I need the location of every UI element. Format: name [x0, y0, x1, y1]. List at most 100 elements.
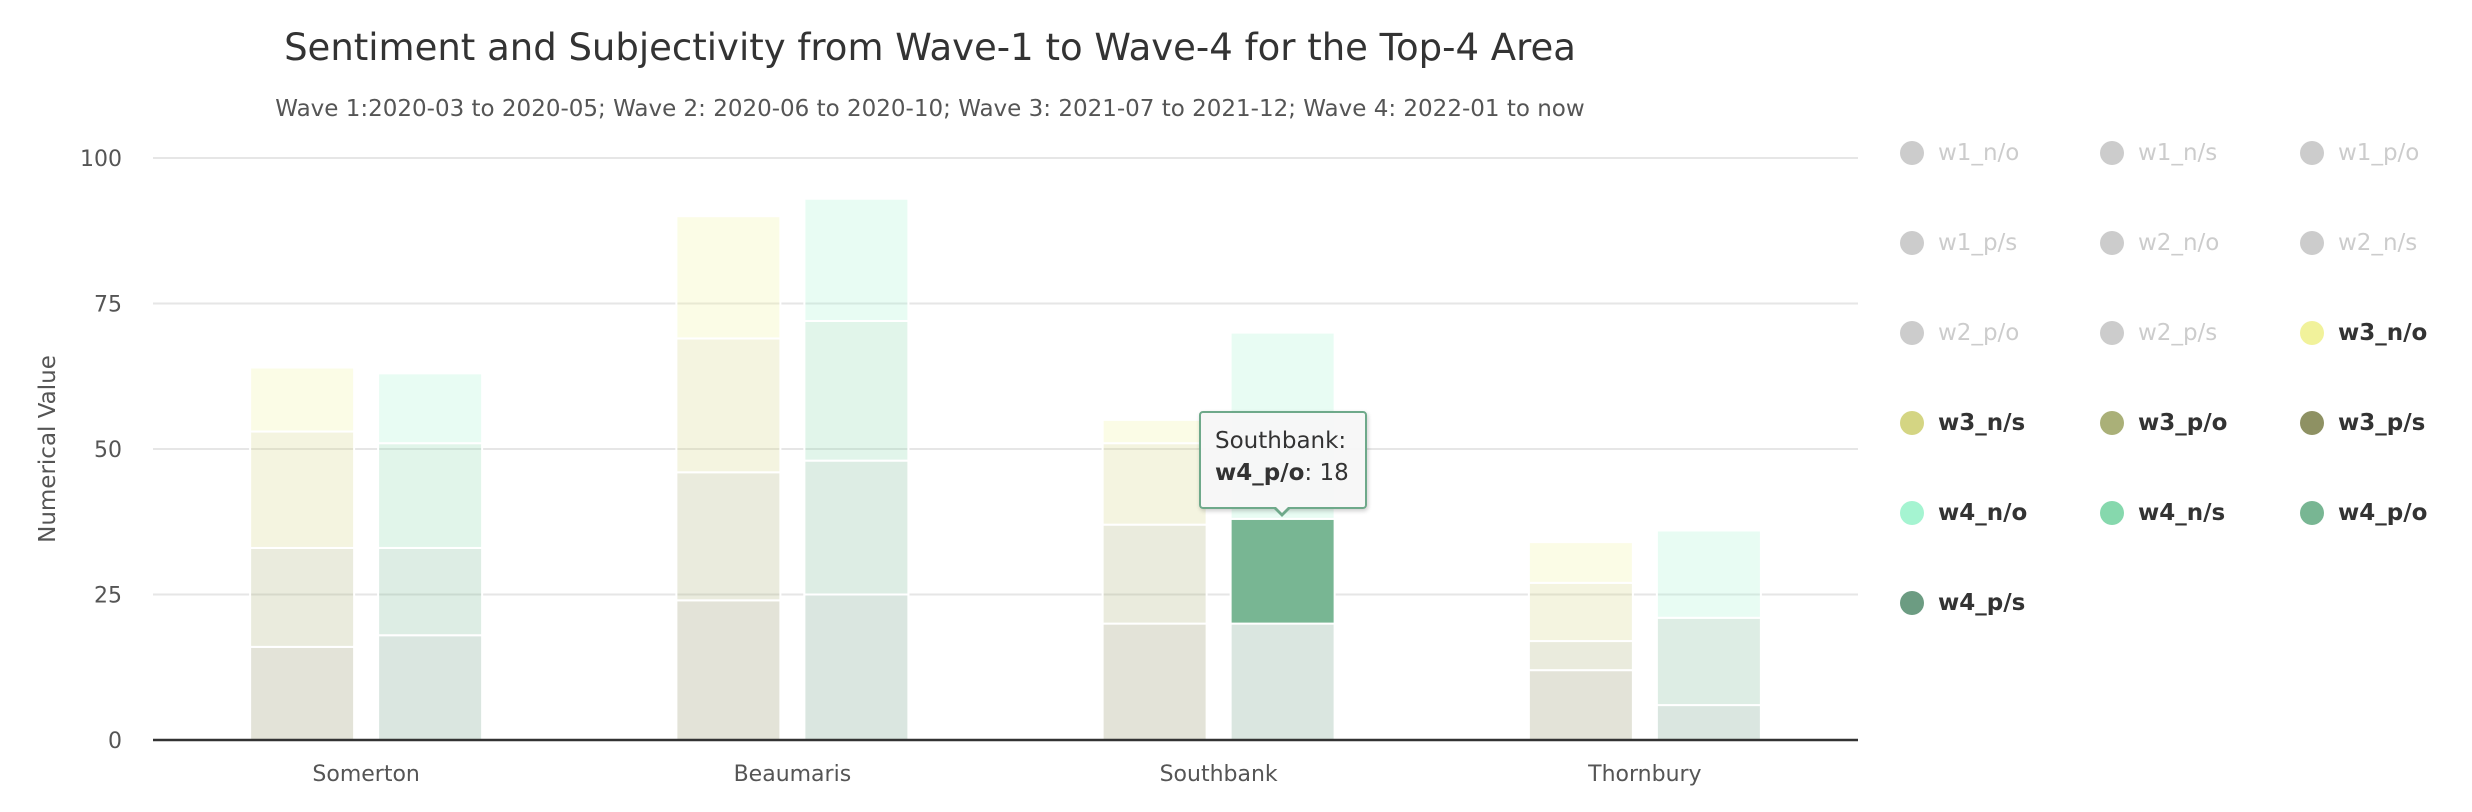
- legend-item[interactable]: w2_n/s: [2300, 230, 2417, 256]
- legend-marker: [1900, 141, 1924, 165]
- tooltip-value: : 18: [1304, 460, 1349, 486]
- bar-segment[interactable]: [1101, 442, 1208, 526]
- tooltip-category: Southbank:: [1215, 428, 1347, 454]
- legend-marker: [1900, 501, 1924, 525]
- bar-segment[interactable]: [803, 319, 910, 462]
- y-tick-label: 50: [94, 438, 122, 463]
- axes: 0 25 50 75 100 Numerical Value Somerton Beaumar…: [35, 147, 1858, 787]
- bar-segment[interactable]: [675, 337, 782, 474]
- bar-segment[interactable]: [1101, 622, 1208, 741]
- legend-item[interactable]: w4_n/s: [2100, 500, 2225, 526]
- legend-marker: [2100, 141, 2124, 165]
- x-tick-label: Somerton: [312, 762, 419, 787]
- legend-item[interactable]: w2_p/o: [1900, 320, 2019, 346]
- legend-item[interactable]: w3_n/o: [2300, 320, 2427, 346]
- bar-segment[interactable]: [1229, 622, 1336, 741]
- tooltip-pointer-fill: [1274, 505, 1290, 513]
- legend-item[interactable]: w4_p/o: [2300, 500, 2427, 526]
- legend-label: w4_n/o: [1938, 500, 2028, 526]
- legend-label: w2_p/s: [2138, 320, 2218, 346]
- legend-item[interactable]: w3_p/o: [2100, 410, 2227, 436]
- legend-label: w3_n/s: [1938, 410, 2026, 436]
- legend-marker: [2300, 231, 2324, 255]
- bar-segment[interactable]: [803, 459, 910, 596]
- legend-item[interactable]: w3_n/s: [1900, 410, 2025, 436]
- bar-segment[interactable]: [1527, 541, 1634, 584]
- y-tick-label: 100: [80, 147, 122, 172]
- legend-label: w2_n/s: [2338, 230, 2418, 256]
- y-tick-label: 0: [108, 729, 122, 754]
- legend-marker: [2100, 411, 2124, 435]
- y-tick-label: 75: [94, 293, 122, 318]
- bar-segment[interactable]: [675, 599, 782, 741]
- legend-label: w4_p/s: [1938, 590, 2026, 616]
- legend-item[interactable]: w3_p/s: [2300, 410, 2425, 436]
- bar-segment[interactable]: [1527, 640, 1634, 672]
- bar-segment[interactable]: [1101, 418, 1208, 445]
- y-axis-title: Numerical Value: [35, 355, 61, 543]
- legend-label: w1_p/s: [1938, 230, 2018, 256]
- legend-label: w1_n/o: [1938, 140, 2020, 166]
- legend-marker: [2100, 321, 2124, 345]
- legend-label: w1_n/s: [2138, 140, 2218, 166]
- bar-segment[interactable]: [1655, 616, 1762, 707]
- legend-label: w3_p/s: [2338, 410, 2426, 436]
- bar-series: [249, 197, 1762, 742]
- bar-segment[interactable]: [1527, 669, 1634, 741]
- tooltip-value-line: w4_p/o: 18: [1215, 457, 1351, 489]
- tooltip-series-name: w4_p/o: [1215, 460, 1305, 486]
- legend-marker: [1900, 591, 1924, 615]
- legend-label: w2_n/o: [2138, 230, 2220, 256]
- legend-marker: [1900, 231, 1924, 255]
- legend-label: w3_p/o: [2138, 410, 2228, 436]
- bar-segment[interactable]: [803, 593, 910, 741]
- x-tick-label: Thornbury: [1587, 762, 1701, 787]
- bar-segment[interactable]: [803, 197, 910, 322]
- legend-item[interactable]: w2_p/s: [2100, 320, 2217, 346]
- legend-marker: [2300, 141, 2324, 165]
- bar-segment[interactable]: [1229, 517, 1336, 625]
- x-tick-label: Beaumaris: [734, 762, 852, 787]
- bar-segment[interactable]: [1527, 581, 1634, 643]
- legend-label: w4_p/o: [2338, 500, 2428, 526]
- legend-marker: [2100, 231, 2124, 255]
- legend-marker: [2300, 501, 2324, 525]
- x-tick-label: Southbank: [1160, 762, 1278, 787]
- bar-segment[interactable]: [249, 366, 356, 433]
- bar-segment[interactable]: [377, 372, 484, 445]
- legend-item[interactable]: w1_n/s: [2100, 140, 2217, 166]
- bar-segment[interactable]: [675, 471, 782, 602]
- chart-subtitle: Wave 1:2020-03 to 2020-05; Wave 2: 2020-…: [275, 96, 1585, 122]
- legend-label: w1_p/o: [2338, 140, 2420, 166]
- legend-label: w2_p/o: [1938, 320, 2020, 346]
- bar-segment[interactable]: [249, 546, 356, 648]
- legend-marker: [2300, 411, 2324, 435]
- legend-item[interactable]: w1_n/o: [1900, 140, 2019, 166]
- bar-segment[interactable]: [377, 442, 484, 549]
- legend-label: w4_n/s: [2138, 500, 2226, 526]
- y-tick-label: 25: [94, 584, 122, 609]
- bar-segment[interactable]: [1655, 529, 1762, 619]
- legend-marker: [2300, 321, 2324, 345]
- bar-segment[interactable]: [1101, 523, 1208, 625]
- legend-label: w3_n/o: [2338, 320, 2428, 346]
- chart-title: Sentiment and Subjectivity from Wave-1 t…: [284, 26, 1576, 69]
- bar-segment[interactable]: [249, 430, 356, 549]
- bar-segment[interactable]: [675, 215, 782, 340]
- grid-lines: [153, 157, 1858, 596]
- legend-marker: [1900, 321, 1924, 345]
- bar-segment[interactable]: [377, 634, 484, 741]
- legend-marker: [2100, 501, 2124, 525]
- legend-item[interactable]: w4_p/s: [1900, 590, 2025, 616]
- tooltip: Southbank: w4_p/o: 18: [1199, 411, 1367, 509]
- bar-segment[interactable]: [377, 546, 484, 637]
- legend-item[interactable]: w4_n/o: [1900, 500, 2027, 526]
- legend-item[interactable]: w1_p/s: [1900, 230, 2017, 256]
- legend-item[interactable]: w1_p/o: [2300, 140, 2419, 166]
- bar-segment[interactable]: [249, 645, 356, 742]
- legend-marker: [1900, 411, 1924, 435]
- bar-segment[interactable]: [1655, 704, 1762, 742]
- legend-item[interactable]: w2_n/o: [2100, 230, 2219, 256]
